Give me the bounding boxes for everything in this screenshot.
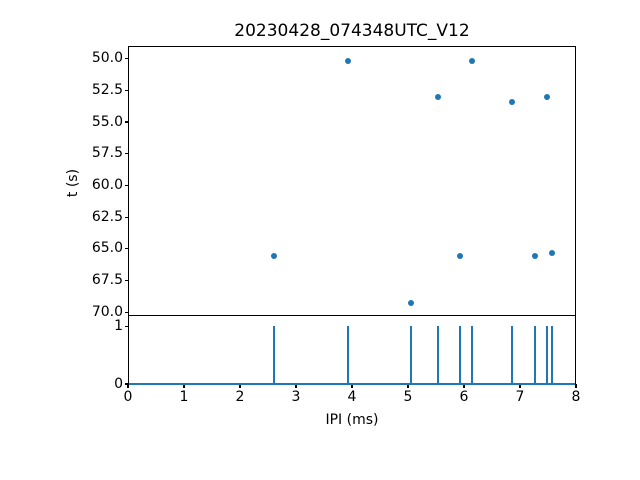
y-tick-label: 65.0 <box>91 240 123 257</box>
spike-line <box>436 326 439 383</box>
x-tick-label: 2 <box>235 389 245 405</box>
x-tick-label: 8 <box>571 389 581 405</box>
y-tick-mark <box>124 121 128 123</box>
spike-line <box>470 326 473 383</box>
chart-title: 20230428_074348UTC_V12 <box>234 21 470 41</box>
spike-line <box>347 326 350 383</box>
y-tick-label: 70.0 <box>91 303 123 320</box>
spike-plot-area <box>128 315 576 384</box>
y-tick-label: 50.0 <box>91 50 123 67</box>
x-tick-label: 5 <box>403 389 413 405</box>
y-tick-label: 67.5 <box>91 272 123 288</box>
spike-line <box>551 326 554 383</box>
spike-line <box>409 326 412 383</box>
y-tick-label: 52.5 <box>91 81 123 98</box>
scatter-plot-area <box>128 46 576 316</box>
scatter-point <box>434 93 441 100</box>
scatter-point <box>457 253 464 260</box>
x-tick-mark <box>407 384 409 388</box>
x-tick-label: 7 <box>515 389 525 405</box>
scatter-point <box>549 249 556 256</box>
x-axis-label: IPI (ms) <box>325 412 379 428</box>
x-tick-mark <box>183 384 185 388</box>
x-tick-mark <box>239 384 241 388</box>
spike-line <box>533 326 536 383</box>
x-tick-label: 6 <box>459 389 469 405</box>
y-tick-mark <box>124 279 128 282</box>
y-tick-label: 62.5 <box>91 208 123 225</box>
scatter-point <box>543 93 550 100</box>
x-tick-mark <box>295 384 297 388</box>
x-tick-label: 3 <box>291 389 301 405</box>
y-tick-mark <box>124 153 128 155</box>
y-tick-mark <box>124 58 128 60</box>
y-tick-label: 60.0 <box>91 176 123 193</box>
x-tick-mark <box>127 384 129 388</box>
y-tick-mark <box>124 325 128 327</box>
x-tick-label: 1 <box>179 389 189 405</box>
y-tick-mark <box>124 248 128 250</box>
scatter-point <box>531 253 538 260</box>
scatter-point <box>508 98 515 105</box>
scatter-point <box>345 58 352 65</box>
y-tick-label: 1 <box>114 317 123 334</box>
y-tick-mark <box>124 311 128 313</box>
y-tick-mark <box>124 383 128 385</box>
x-tick-mark <box>463 384 465 388</box>
y-tick-label: 57.5 <box>91 145 123 162</box>
x-tick-mark <box>575 384 577 388</box>
y-tick-mark <box>124 184 128 187</box>
spike-baseline <box>128 382 575 385</box>
y-tick-mark <box>124 216 128 218</box>
x-tick-mark <box>519 384 521 388</box>
spike-line <box>272 326 275 383</box>
x-tick-label: 4 <box>347 389 357 405</box>
x-tick-mark <box>351 384 353 388</box>
spike-line <box>545 326 548 383</box>
spike-line <box>459 326 462 383</box>
y-tick-mark <box>124 89 128 91</box>
scatter-point <box>468 58 475 65</box>
y-tick-label: 0 <box>114 375 123 392</box>
spike-line <box>510 326 513 383</box>
scatter-point <box>270 253 277 260</box>
y-tick-label: 55.0 <box>91 113 123 130</box>
x-tick-label: 0 <box>123 389 133 405</box>
scatter-point <box>407 300 414 307</box>
